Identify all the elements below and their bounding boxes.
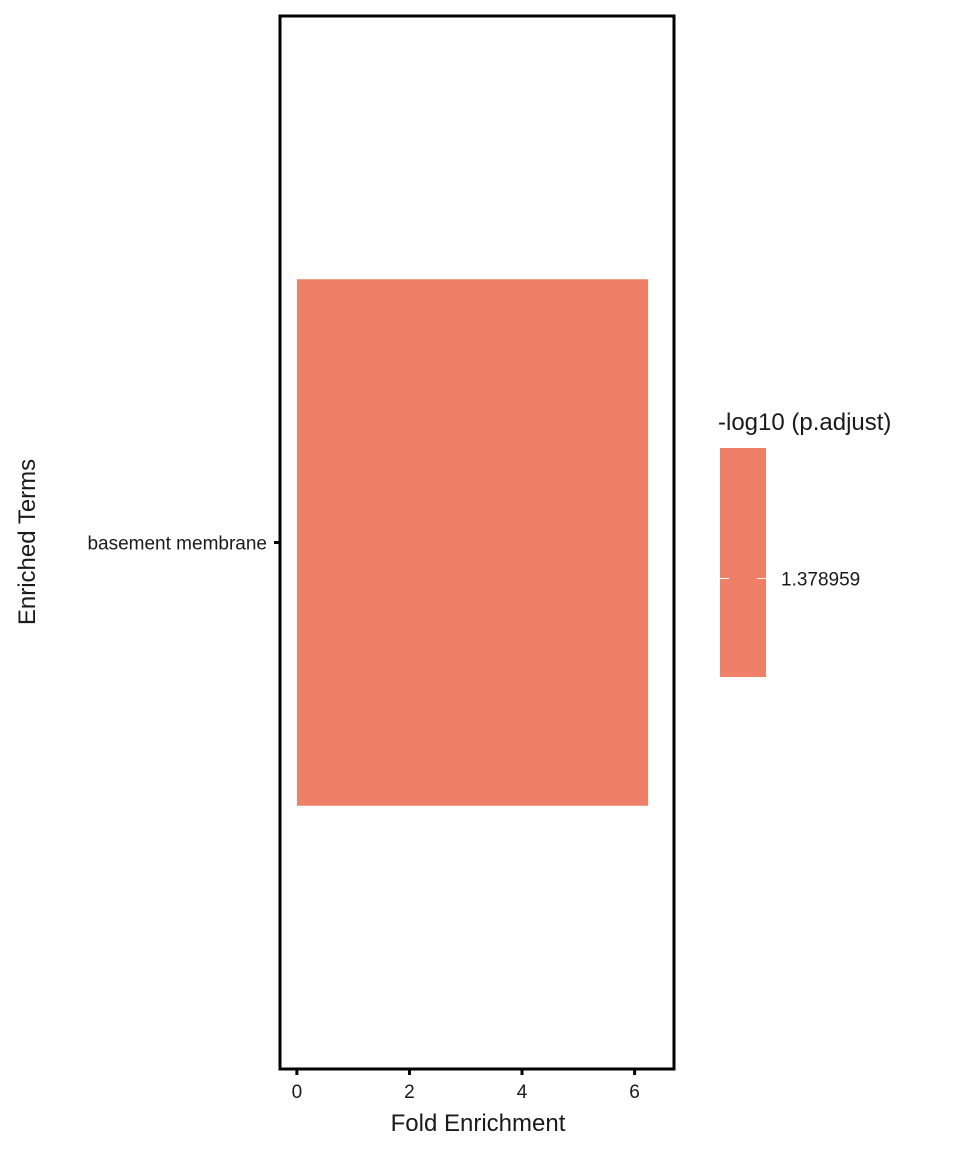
x-tick-label: 6 (629, 1082, 640, 1103)
x-tick-label: 0 (292, 1082, 303, 1103)
x-tick-label: 4 (517, 1082, 528, 1103)
y-axis: basement membrane (87, 534, 280, 555)
x-axis: 0 2 4 6 (292, 1069, 640, 1103)
legend-color-swatch (720, 448, 766, 677)
legend-colorbar: 1.378959 (720, 448, 860, 677)
bar (296, 279, 649, 806)
legend-label: 1.378959 (781, 570, 860, 591)
x-tick-label: 2 (404, 1082, 415, 1103)
y-tick-label: basement membrane (87, 534, 267, 555)
legend: -log10 (p.adjust) 1.378959 (718, 409, 891, 677)
legend-title: -log10 (p.adjust) (718, 409, 891, 436)
y-axis-title: Enriched Terms (14, 459, 41, 625)
bars (296, 279, 649, 806)
x-axis-title: Fold Enrichment (391, 1110, 566, 1137)
